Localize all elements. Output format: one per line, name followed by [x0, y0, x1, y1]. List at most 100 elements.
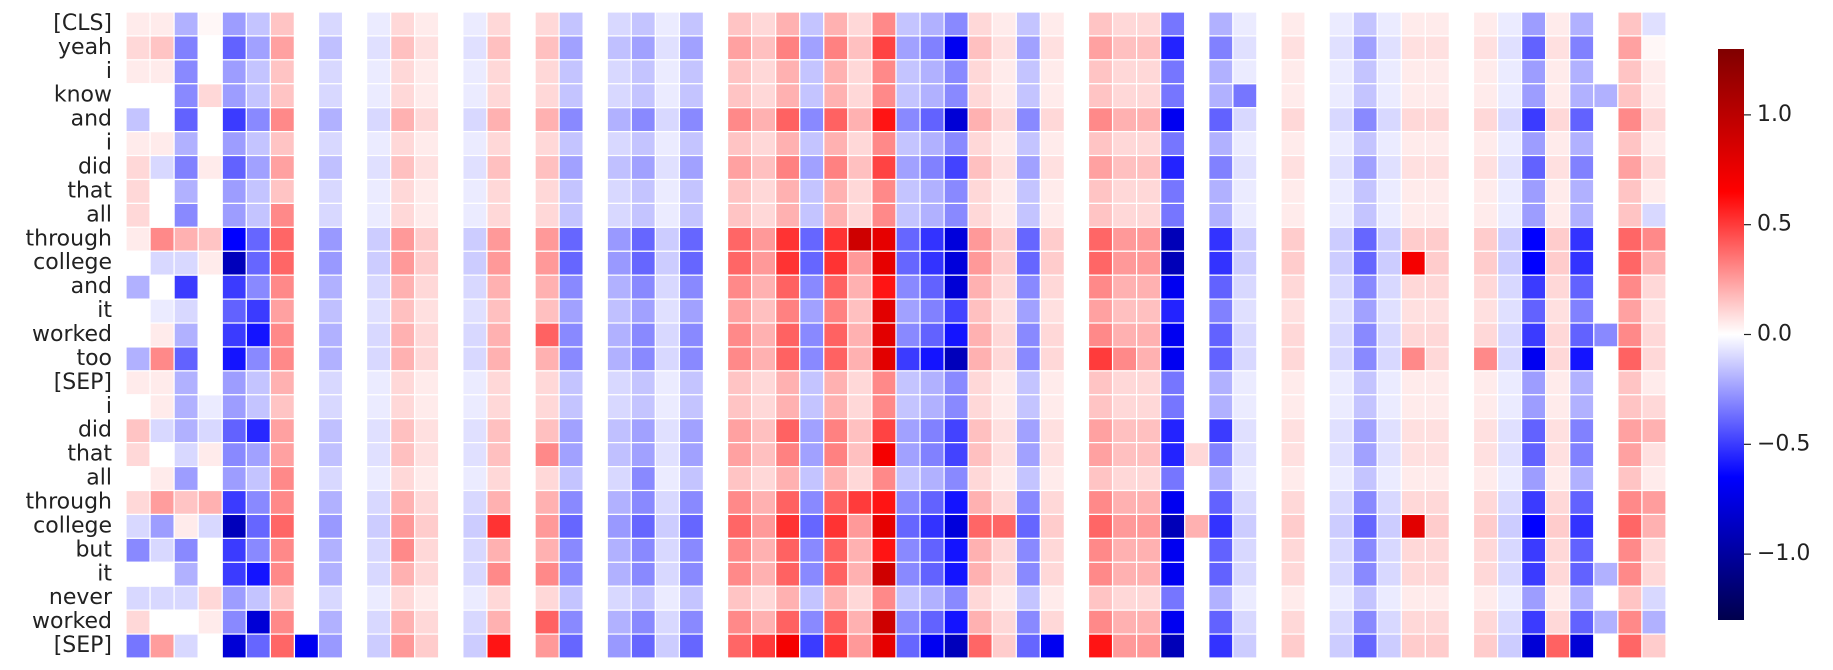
heat-cell — [1328, 178, 1354, 205]
heat-cell — [1424, 633, 1451, 659]
heat-cell — [1545, 537, 1571, 563]
heat-cell — [414, 322, 440, 348]
heat-cell — [1641, 537, 1667, 563]
heat-cell — [1617, 513, 1643, 539]
heat-cell — [1496, 11, 1523, 37]
heat-cell — [1184, 322, 1210, 348]
heat-cell — [1400, 513, 1426, 539]
heat-cell — [702, 59, 729, 85]
heat-cell — [799, 178, 825, 205]
heat-cell — [751, 178, 777, 205]
heat-cell — [1376, 394, 1402, 420]
heat-cell — [1496, 250, 1523, 276]
heat-cell — [1593, 561, 1619, 587]
heat-cell — [1496, 154, 1523, 181]
heat-cell — [341, 465, 368, 492]
heat-cell — [414, 489, 440, 516]
heat-cell — [991, 418, 1017, 444]
heat-cell — [1448, 35, 1475, 61]
heat-cell — [269, 465, 296, 492]
heat-cell — [149, 107, 175, 133]
heat-cell — [1063, 346, 1090, 372]
heat-cell — [1256, 370, 1282, 396]
heat-cell — [606, 585, 632, 611]
heat-cell — [702, 513, 729, 539]
heat-cell — [1593, 154, 1619, 181]
heat-cell — [1232, 465, 1258, 492]
heat-cell — [751, 442, 777, 468]
heat-cell — [1352, 107, 1378, 133]
heat-cell — [1063, 250, 1090, 276]
heat-cell — [1328, 322, 1354, 348]
heat-cell — [1136, 633, 1162, 659]
heat-cell — [991, 154, 1017, 181]
heat-cell — [1496, 418, 1523, 444]
heat-cell — [1111, 131, 1138, 157]
heat-cell — [751, 513, 777, 539]
heat-cell — [1472, 465, 1499, 492]
row-label: it — [97, 298, 112, 323]
heat-cell — [366, 561, 392, 587]
heat-cell — [895, 585, 921, 611]
heat-cell — [823, 465, 849, 492]
heat-cell — [1496, 298, 1523, 324]
heat-cell — [823, 83, 849, 109]
heat-cell — [534, 59, 560, 85]
heat-cell — [1352, 226, 1378, 252]
heat-cell — [438, 465, 464, 492]
heat-cell — [1136, 489, 1162, 516]
heat-cell — [1472, 322, 1499, 348]
heat-cell — [582, 537, 608, 563]
heat-cell — [1063, 442, 1090, 468]
heat-cell — [317, 537, 344, 563]
heat-cell — [1256, 561, 1282, 587]
heat-cell — [486, 513, 512, 539]
heat-cell — [991, 346, 1017, 372]
heat-cell — [534, 274, 560, 300]
heat-cell — [1376, 178, 1402, 205]
heat-cell — [1569, 178, 1595, 205]
heat-cell — [702, 11, 729, 37]
heat-cell — [317, 59, 344, 85]
heat-cell — [919, 585, 945, 611]
heat-cell — [1063, 609, 1090, 635]
heat-cell — [1184, 609, 1210, 635]
heat-cell — [534, 154, 560, 181]
heat-cell — [414, 370, 440, 396]
heat-cell — [1352, 250, 1378, 276]
heat-cell — [414, 418, 440, 444]
heat-cell — [486, 370, 512, 396]
heat-cell — [1160, 154, 1186, 181]
heat-cell — [1280, 609, 1306, 635]
heat-cell — [654, 322, 681, 348]
heat-cell — [678, 537, 705, 563]
heat-cell — [269, 442, 296, 468]
heat-cell — [293, 250, 320, 276]
heat-cell — [919, 346, 945, 372]
heat-cell — [341, 394, 368, 420]
heat-cell — [1376, 11, 1402, 37]
heat-cell — [414, 35, 440, 61]
heat-cell — [317, 322, 344, 348]
heat-cell — [1063, 11, 1090, 37]
heat-cell — [558, 107, 584, 133]
heat-cell — [1280, 489, 1306, 516]
heat-cell — [1160, 561, 1186, 587]
heat-cell — [534, 418, 560, 444]
heat-cell — [1039, 537, 1066, 563]
heat-cell — [1039, 178, 1066, 205]
heat-cell — [1472, 298, 1499, 324]
heat-cell — [486, 202, 512, 228]
heat-cell — [1039, 322, 1066, 348]
heat-cell — [582, 59, 608, 85]
heat-cell — [1280, 370, 1306, 396]
heat-cell — [462, 561, 488, 587]
heat-cell — [1039, 633, 1066, 659]
heat-cell — [1352, 178, 1378, 205]
heat-cell — [1063, 178, 1090, 205]
heat-cell — [967, 59, 993, 85]
heat-cell — [317, 418, 344, 444]
heat-cell — [510, 394, 536, 420]
heat-cell — [1641, 11, 1667, 37]
